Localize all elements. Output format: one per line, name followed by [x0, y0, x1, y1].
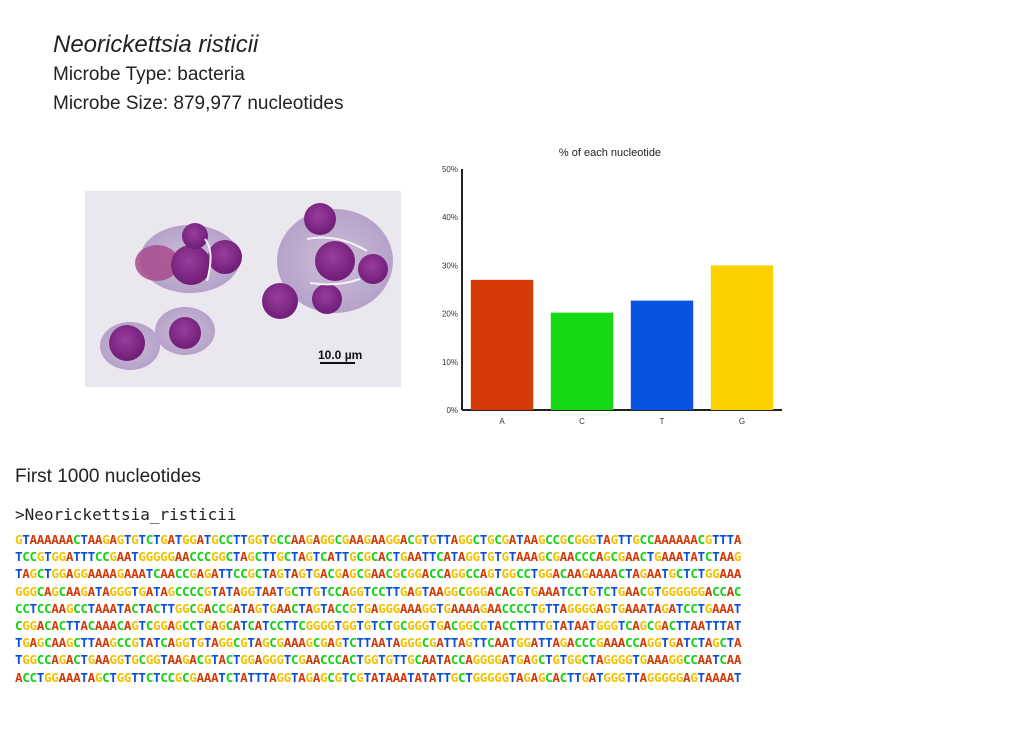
sequence-section-title: First 1000 nucleotides: [15, 466, 201, 487]
sequence-line: TGAGCAAGCTTAAGCCGTATCAGGTGTAGGCGTAGCGAAA…: [15, 635, 742, 651]
bar-chart-svg: % of each nucleotide 0% 10% 20% 30% 40% 50% A C…: [442, 147, 782, 426]
bar-C: [550, 312, 614, 410]
nucleotide-chart: % of each nucleotide 0% 10% 20% 30% 40% 50% A C…: [430, 140, 790, 440]
y-tick-label: 50%: [442, 165, 458, 174]
microbe-size: Microbe Size: 879,977 nucleotides: [53, 93, 344, 114]
micrograph-illustration: 10.0 µm: [85, 191, 401, 387]
microbe-type: Microbe Type: bacteria: [53, 64, 245, 85]
y-tick-label: 10%: [442, 358, 458, 367]
fasta-header: >Neorickettsia_risticii: [15, 505, 237, 524]
sequence-line: ACCTGGAAATAGCTGGTTCTCCGCGAAATCTATTTAGGTA…: [15, 669, 742, 685]
y-tick-label: 20%: [442, 310, 458, 319]
y-tick-label: 0%: [446, 406, 458, 415]
sequence-line: GTAAAAAACTAAGAGTGTCTGATGGATGCCTTGGTGCCAA…: [15, 532, 742, 547]
sequence-line: CGGACACTTACAAACAGTCGGAGCCTGAGCATCATCCTTC…: [15, 618, 742, 634]
x-tick-label: C: [579, 417, 585, 426]
x-tick-label: T: [660, 417, 665, 426]
y-tick-label: 40%: [442, 213, 458, 222]
species-name: Neorickettsia risticii: [53, 31, 259, 58]
sequence-line: TCCGTGGATTTCCGAATGGGGGAACCCGGCTAGCTTGCTA…: [15, 549, 742, 565]
sequence-line: TAGCTGGAGGAAAAGAAATCAACCGAGATTCCGCTAGTAG…: [15, 566, 742, 582]
chart-title: % of each nucleotide: [559, 147, 661, 159]
microbe-header: Neorickettsia risticii Microbe Type: bac…: [53, 30, 343, 118]
bar-G: [710, 265, 774, 410]
scale-bar-label: 10.0 µm: [318, 348, 362, 362]
y-tick-label: 30%: [442, 261, 458, 270]
x-tick-label: G: [739, 417, 745, 426]
micrograph-image: 10.0 µm: [85, 191, 401, 387]
bar-A: [470, 279, 534, 410]
chart-bars: [470, 265, 774, 410]
bar-T: [630, 300, 694, 410]
sequence-line: GGGCAGCAAGATAGGGTGATAGCCCCGTATAGGTAATGCT…: [15, 583, 742, 599]
x-tick-label: A: [499, 417, 505, 426]
nucleotide-sequence: GTAAAAAACTAAGAGTGTCTGATGGATGCCTTGGTGCCAA…: [15, 531, 1025, 686]
sequence-line: TGGCCAGACTGAAGGTGCGGTAAGACGTACTGGAGGGTCG…: [15, 652, 742, 668]
sequence-line: CCTCCAAGCCTAAATACTACTTGGCGACCGATAGTGAACT…: [15, 600, 742, 616]
chart-ticks: 0% 10% 20% 30% 40% 50% A C T G: [442, 165, 745, 426]
